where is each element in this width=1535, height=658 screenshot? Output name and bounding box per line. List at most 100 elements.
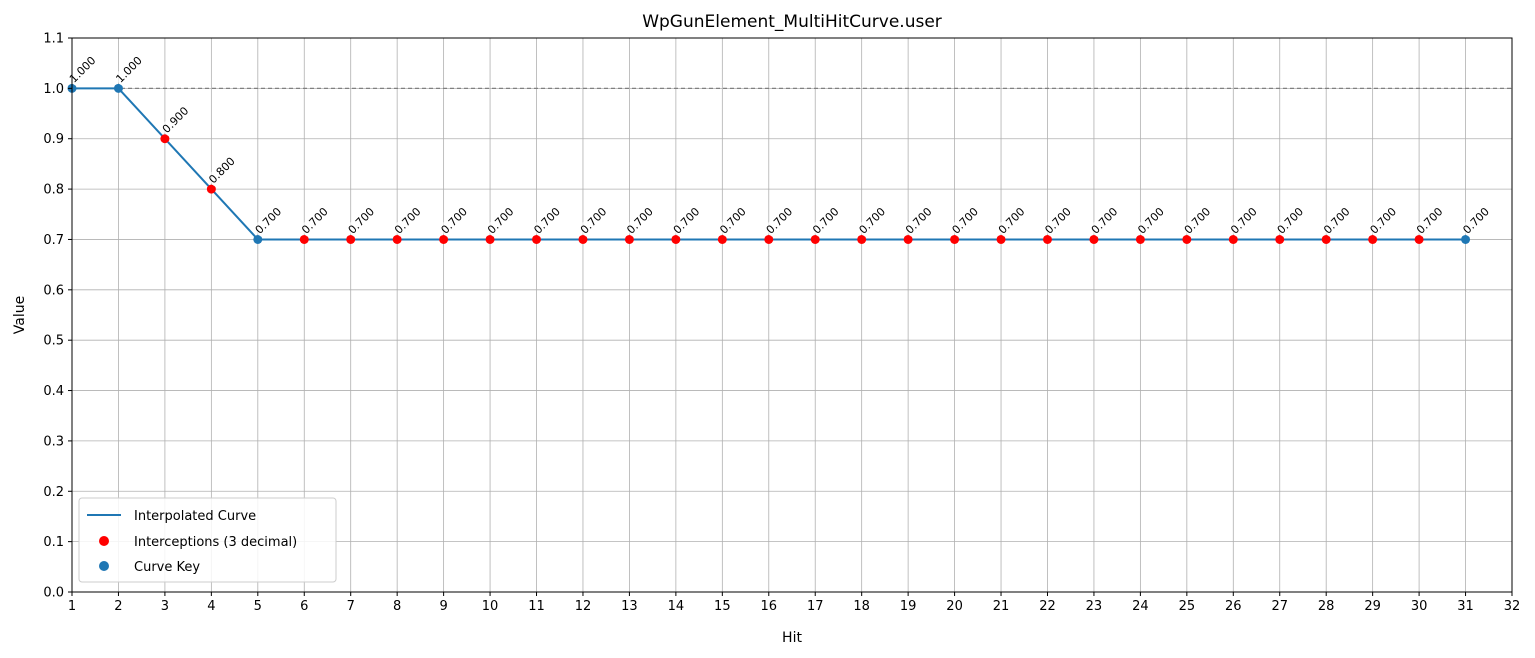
interception-point bbox=[1368, 234, 1378, 244]
data-label-background bbox=[624, 204, 657, 237]
x-tick-label: 19 bbox=[900, 599, 917, 614]
data-label-background bbox=[1042, 204, 1075, 237]
data-label-background bbox=[1228, 204, 1260, 237]
interception-point bbox=[1414, 234, 1424, 244]
x-tick-label: 31 bbox=[1457, 599, 1474, 614]
x-tick-label: 13 bbox=[621, 599, 638, 614]
x-tick-label: 2 bbox=[114, 599, 122, 614]
y-tick-label: 0.2 bbox=[43, 485, 64, 500]
y-tick-label: 1.1 bbox=[43, 32, 64, 47]
data-label-background bbox=[670, 204, 703, 237]
data-label-background bbox=[67, 53, 99, 86]
data-label-background bbox=[1321, 204, 1353, 237]
y-tick-label: 0.0 bbox=[43, 586, 64, 601]
interception-point bbox=[160, 134, 170, 144]
interception-point bbox=[1135, 234, 1145, 244]
x-tick-label: 3 bbox=[161, 599, 169, 614]
legend-label-interpolated-curve: Interpolated Curve bbox=[134, 509, 256, 524]
interception-point bbox=[717, 234, 727, 244]
data-label-background bbox=[903, 204, 935, 237]
legend-dot-interceptions bbox=[99, 536, 109, 546]
x-tick-label: 9 bbox=[439, 599, 447, 614]
x-axis-title: Hit bbox=[782, 630, 802, 646]
y-tick-label: 0.7 bbox=[43, 233, 64, 248]
data-label-background bbox=[1274, 204, 1307, 237]
curve-key-point bbox=[253, 234, 263, 244]
x-tick-label: 26 bbox=[1225, 599, 1242, 614]
y-tick-label: 1.0 bbox=[43, 82, 64, 97]
data-label-background bbox=[996, 204, 1028, 237]
interception-point bbox=[206, 184, 216, 194]
data-label-background bbox=[1088, 204, 1121, 237]
y-tick-label: 0.8 bbox=[43, 183, 64, 198]
data-label-background bbox=[1135, 204, 1168, 237]
legend: Interpolated Curve Interceptions (3 deci… bbox=[78, 497, 337, 583]
x-tick-label: 15 bbox=[714, 599, 731, 614]
y-tick-label: 0.4 bbox=[43, 384, 64, 399]
interception-point bbox=[485, 234, 495, 244]
x-tick-label: 21 bbox=[993, 599, 1010, 614]
x-tick-label: 30 bbox=[1411, 599, 1428, 614]
data-label-background bbox=[1181, 204, 1214, 237]
x-tick-label: 28 bbox=[1318, 599, 1335, 614]
x-tick-label: 16 bbox=[761, 599, 778, 614]
x-tick-label: 32 bbox=[1504, 599, 1521, 614]
y-tick-label: 0.9 bbox=[43, 132, 64, 147]
interception-point bbox=[299, 234, 309, 244]
x-tick-label: 5 bbox=[254, 599, 262, 614]
data-label-background bbox=[252, 204, 285, 237]
x-tick-label: 20 bbox=[946, 599, 963, 614]
x-tick-label: 14 bbox=[668, 599, 685, 614]
interception-point bbox=[1042, 234, 1052, 244]
x-tick-label: 1 bbox=[68, 599, 76, 614]
x-tick-label: 24 bbox=[1132, 599, 1149, 614]
interception-point bbox=[1275, 234, 1285, 244]
interception-point bbox=[624, 234, 634, 244]
legend-dot-curve-key bbox=[99, 561, 109, 571]
interception-point bbox=[1321, 234, 1331, 244]
interception-point bbox=[857, 234, 867, 244]
x-tick-label: 8 bbox=[393, 599, 401, 614]
x-tick-label: 27 bbox=[1271, 599, 1288, 614]
data-label-background bbox=[578, 204, 610, 237]
chart-title: WpGunElement_MultiHitCurve.user bbox=[642, 12, 942, 32]
data-label-background bbox=[485, 204, 517, 237]
interception-point bbox=[996, 234, 1006, 244]
interception-point bbox=[346, 234, 356, 244]
y-tick-label: 0.3 bbox=[43, 434, 64, 449]
legend-label-interceptions: Interceptions (3 decimal) bbox=[134, 535, 297, 550]
data-label-background bbox=[856, 204, 889, 237]
y-tick-label: 0.6 bbox=[43, 283, 64, 298]
y-tick-label: 0.5 bbox=[43, 334, 64, 349]
x-tick-label: 6 bbox=[300, 599, 308, 614]
x-tick-label: 29 bbox=[1364, 599, 1381, 614]
x-tick-label: 12 bbox=[575, 599, 592, 614]
x-tick-label: 10 bbox=[482, 599, 499, 614]
legend-label-curve-key: Curve Key bbox=[134, 560, 200, 575]
interception-point bbox=[1228, 234, 1238, 244]
data-label-background bbox=[345, 204, 378, 237]
x-tick-label: 25 bbox=[1179, 599, 1196, 614]
interception-point bbox=[1089, 234, 1099, 244]
legend-box bbox=[78, 497, 337, 583]
data-label-background bbox=[299, 204, 331, 237]
data-label-background bbox=[113, 53, 146, 86]
data-label-background bbox=[531, 204, 564, 237]
x-tick-label: 17 bbox=[807, 599, 824, 614]
interception-point bbox=[439, 234, 449, 244]
x-tick-label: 22 bbox=[1039, 599, 1056, 614]
x-tick-label: 23 bbox=[1086, 599, 1103, 614]
interception-point bbox=[950, 234, 960, 244]
data-label-background bbox=[1367, 204, 1400, 237]
interception-point bbox=[532, 234, 542, 244]
interception-point bbox=[671, 234, 681, 244]
interception-point bbox=[764, 234, 774, 244]
interception-point bbox=[810, 234, 820, 244]
data-label-background bbox=[392, 204, 424, 237]
x-tick-label: 11 bbox=[528, 599, 545, 614]
plot-frame bbox=[71, 37, 1513, 593]
data-label-background bbox=[949, 204, 982, 237]
y-axis-title: Value bbox=[12, 296, 28, 334]
data-label-background bbox=[810, 204, 842, 237]
